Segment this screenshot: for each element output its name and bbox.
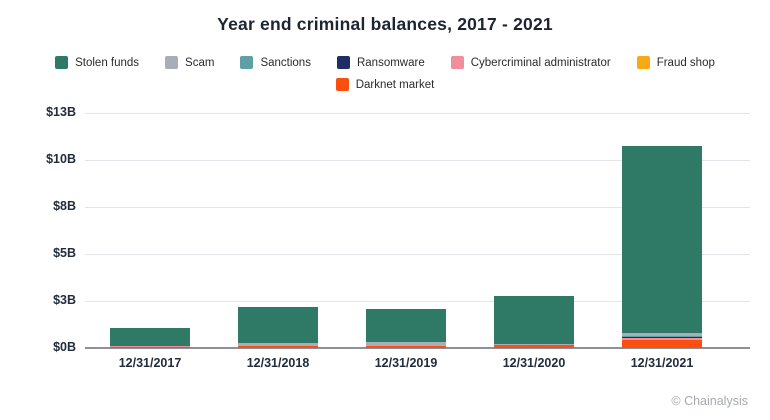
y-axis-tick-label: $13B [46,105,76,119]
bar-segment-stolen-funds-12-31-2019[interactable] [366,308,446,343]
bar-segment-scam-12-31-2021[interactable] [622,333,702,337]
legend-row-2: Darknet market [0,78,770,91]
bar-segment-sanctions-12-31-2021[interactable] [622,336,702,337]
bar-segment-fraud-shop-12-31-2021[interactable] [622,338,702,340]
y-axis-tick-label: $0B [53,340,76,354]
bar-segment-fraud-shop-12-31-2019[interactable] [366,344,446,346]
y-axis-tick-label: $5B [53,246,76,260]
legend-swatch-icon [336,56,350,69]
x-axis-line [85,347,750,349]
x-axis-tick-label: 12/31/2017 [118,356,182,370]
legend-swatch-icon [240,56,254,69]
x-axis-tick-label: 12/31/2020 [502,356,566,370]
x-axis-tick-label: 12/31/2018 [246,356,310,370]
bar-segment-darknet-market-12-31-2021[interactable] [622,339,702,348]
legend-label: Darknet market [355,78,435,91]
legend-label: Sanctions [260,56,311,69]
legend-label: Fraud shop [656,56,715,69]
legend-label: Cybercriminal administrator [470,56,611,69]
legend-row-1: Stolen funds Scam Sanctions Ransomware Cyber… [0,56,770,69]
legend-swatch-icon [636,56,650,69]
legend-swatch-icon [165,56,179,69]
copyright-credit: © Chainalysis [671,394,748,408]
gridline [85,207,750,208]
bar-segment-stolen-funds-12-31-2021[interactable] [622,146,702,334]
y-axis-tick-label: $8B [53,199,76,213]
bar-segment-darknet-market-12-31-2020[interactable] [494,344,574,348]
bar-segment-scam-12-31-2019[interactable] [366,342,446,345]
x-axis-tick-label: 12/31/2019 [374,356,438,370]
legend-item-cybercriminal-administrator[interactable]: Cybercriminal administrator [450,56,611,69]
legend-label: Ransomware [356,56,425,69]
legend-item-darknet-market[interactable]: Darknet market [335,78,435,91]
legend-item-ransomware[interactable]: Ransomware [336,56,425,69]
legend-item-stolen-funds[interactable]: Stolen funds [55,56,139,69]
y-axis-tick-label: $10B [46,152,76,166]
bar-segment-stolen-funds-12-31-2017[interactable] [110,328,190,347]
gridline [85,254,750,255]
chart-title: Year end criminal balances, 2017 - 2021 [217,14,553,34]
bar-segment-cybercriminal-administrator-12-31-2017[interactable] [110,346,190,348]
legend-swatch-icon [55,56,69,69]
bar-segment-scam-12-31-2020[interactable] [494,344,574,345]
legend-swatch-icon [335,78,349,91]
gridline [85,160,750,161]
bar-segment-ransomware-12-31-2021[interactable] [622,336,702,339]
legend-label: Stolen funds [75,56,140,69]
bar-segment-darknet-market-12-31-2018[interactable] [238,345,318,348]
bar-segment-darknet-market-12-31-2019[interactable] [366,345,446,348]
bar-segment-stolen-funds-12-31-2018[interactable] [238,306,318,344]
legend-swatch-icon [450,56,464,69]
y-axis-tick-label: $3B [53,293,76,307]
legend-label: Scam [185,56,215,69]
bar-segment-scam-12-31-2018[interactable] [238,343,318,346]
legend-item-sanctions[interactable]: Sanctions [240,56,311,69]
legend-item-scam[interactable]: Scam [165,56,214,69]
bar-segment-darknet-market-12-31-2017[interactable] [110,347,190,348]
gridline [85,301,750,302]
x-axis-tick-label: 12/31/2021 [630,356,694,370]
gridline [85,113,750,114]
legend-item-fraud-shop[interactable]: Fraud shop [636,56,715,69]
bar-segment-stolen-funds-12-31-2020[interactable] [494,296,574,345]
